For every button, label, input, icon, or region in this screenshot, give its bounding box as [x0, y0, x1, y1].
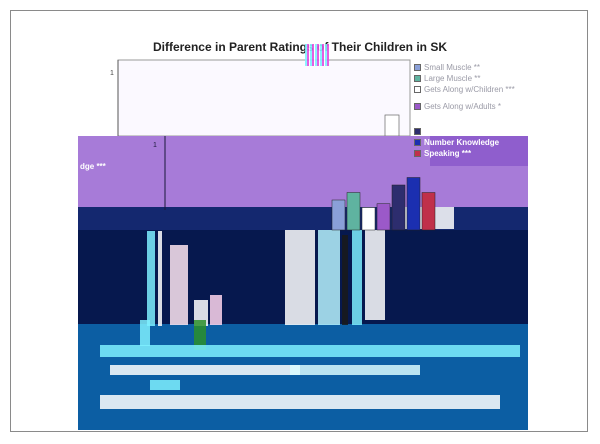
side-label: dge ***: [80, 162, 106, 171]
legend-swatch: [414, 150, 421, 157]
glitch-stripe: [365, 230, 385, 320]
legend-swatch: [414, 86, 421, 93]
legend-label: Gets Along w/Children ***: [424, 85, 515, 94]
legend-swatch: [414, 139, 421, 146]
glitch-stripe: [194, 300, 208, 326]
legend-item: Small Muscle **: [414, 62, 529, 73]
legend-label: Small Muscle **: [424, 63, 481, 72]
glitch-stripe: [158, 231, 162, 326]
y-tick-label: 1: [110, 70, 114, 77]
upper-plot-area: [117, 59, 411, 137]
purple-band-right: [430, 136, 528, 166]
glitch-stripe: [147, 231, 155, 326]
glitch-artifact: [305, 44, 329, 66]
legend-label: Gets Along w/Adults *: [424, 102, 501, 111]
legend-item: Gets Along w/Children ***: [414, 84, 529, 95]
y-tick-label: 1: [153, 142, 157, 149]
legend-swatch: [414, 103, 421, 110]
glitch-stripe: [210, 295, 222, 325]
glitch-stripe: [285, 230, 315, 325]
glitch-stripe: [318, 230, 340, 325]
legend-swatch: [414, 75, 421, 82]
navy-band: [78, 207, 528, 231]
glitch-stripe: [194, 320, 206, 350]
glitch-stripe: [100, 395, 500, 409]
legend-label: Speaking ***: [424, 149, 472, 158]
legend-swatch: [414, 128, 421, 135]
glitch-stripe: [140, 320, 150, 346]
glitch-stripe: [110, 365, 300, 375]
legend-swatch: [414, 64, 421, 71]
legend-label: Large Muscle **: [424, 74, 481, 83]
legend: Small Muscle ** Large Muscle ** Gets Along…: [414, 62, 529, 159]
legend-label: Number Knowledge: [424, 138, 500, 147]
bars-group: [331, 177, 436, 231]
bar: [346, 192, 361, 231]
bottom-band: [78, 324, 528, 430]
legend-item: Knowledge: [414, 126, 529, 137]
glitch-stripe: [100, 345, 520, 357]
glitch-stripe: [150, 380, 180, 390]
glitch-stripe: [290, 365, 420, 375]
chart-title: Difference in Parent Ratings of Their Ch…: [152, 40, 448, 54]
legend-item: Number Knowledge: [414, 137, 529, 148]
legend-label: Knowledge: [424, 127, 467, 136]
glitch-stripe: [352, 230, 362, 325]
legend-item: Gets Along w/Adults *: [414, 101, 529, 112]
bar: [331, 199, 346, 231]
legend-item: Speaking ***: [414, 148, 529, 159]
legend-item: Large Muscle **: [414, 73, 529, 84]
glitch-stripe: [342, 235, 348, 325]
bar: [376, 203, 391, 231]
bar: [391, 184, 406, 231]
upper-plot-bar: [384, 114, 400, 137]
bar: [406, 177, 421, 231]
bar: [361, 207, 376, 231]
bar: [421, 192, 436, 231]
glitch-stripe: [170, 245, 188, 325]
